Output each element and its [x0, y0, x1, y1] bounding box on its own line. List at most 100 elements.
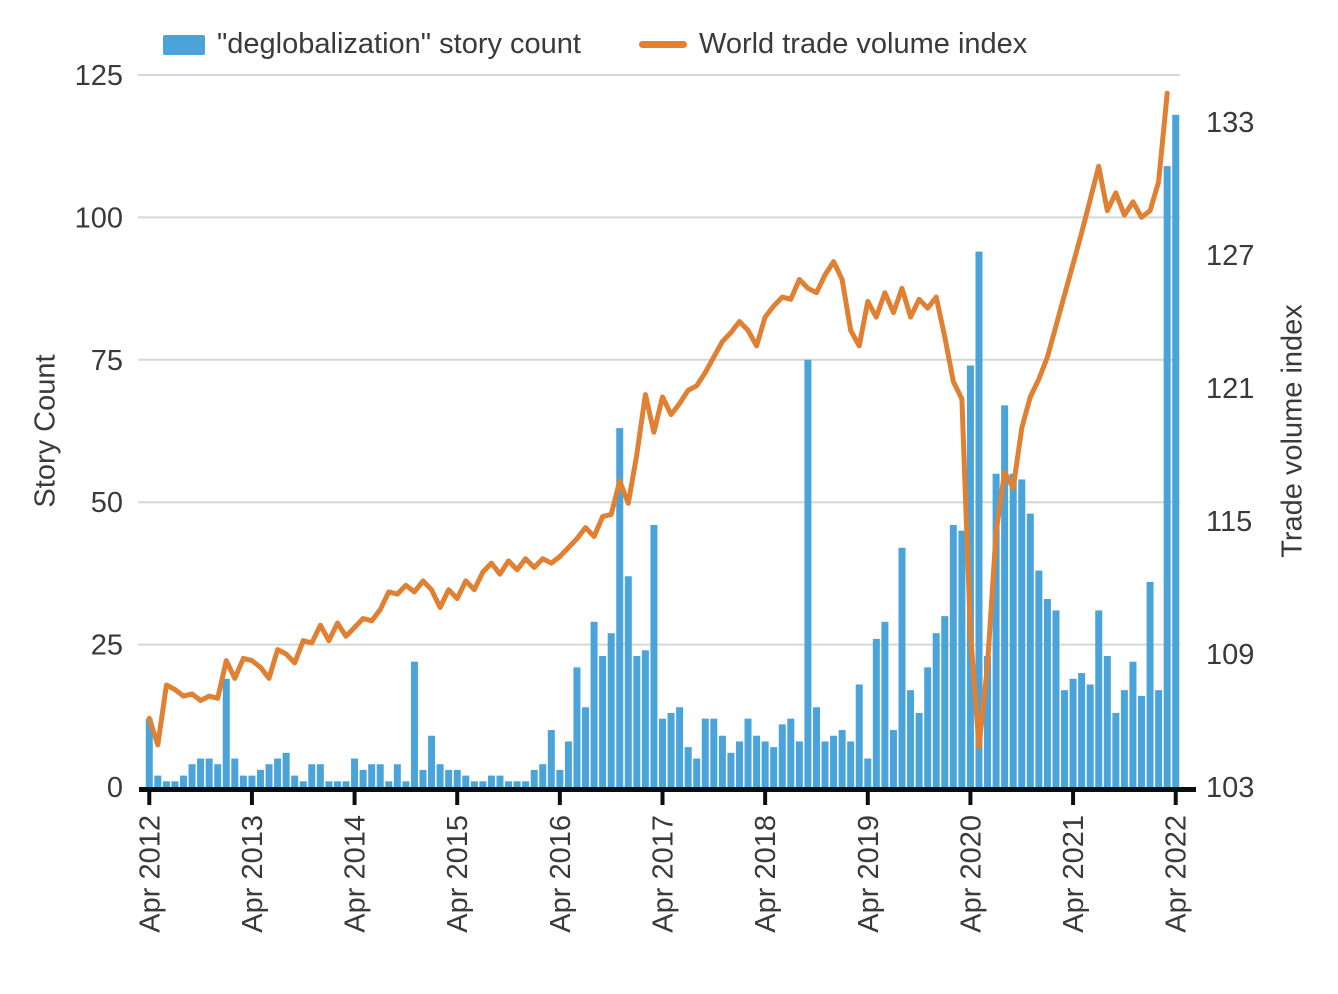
story-count-bar [744, 718, 752, 787]
right-tick-label: 127 [1206, 240, 1254, 272]
x-tick-label: Apr 2012 [134, 815, 166, 933]
x-tick-label: Apr 2014 [340, 815, 372, 933]
story-count-bar [573, 667, 581, 787]
x-tick-label: Apr 2019 [853, 815, 885, 933]
story-count-bar [582, 707, 590, 787]
story-count-bar [428, 735, 436, 787]
story-count-bar [154, 775, 162, 787]
story-count-bar [1163, 166, 1171, 788]
story-count-bar [291, 775, 299, 787]
story-count-bar [1043, 599, 1051, 787]
story-count-bar [992, 473, 1000, 787]
story-count-bar [197, 758, 205, 787]
story-count-bar [145, 718, 153, 787]
story-count-bar [830, 735, 838, 787]
right-axis-title: Trade volume index [1276, 304, 1309, 558]
story-count-bar [624, 576, 632, 787]
story-count-bar [753, 735, 761, 787]
story-count-bar [530, 769, 538, 787]
story-count-bar [787, 718, 795, 787]
story-count-bar [864, 758, 872, 787]
x-tick-label: Apr 2015 [442, 815, 474, 933]
story-count-bar [778, 724, 786, 787]
story-count-bar [487, 775, 495, 787]
legend-item-trade-volume: World trade volume index [638, 28, 1028, 61]
x-tick-label: Apr 2013 [237, 815, 269, 933]
legend: "deglobalization" story count World trad… [163, 28, 1027, 61]
story-count-bar [325, 781, 333, 787]
story-count-bar [453, 769, 461, 787]
story-count-bar [633, 655, 641, 787]
x-axis-tick [968, 792, 973, 805]
left-tick-label: 25 [91, 630, 123, 662]
story-count-bar [231, 758, 239, 787]
story-count-bar [1095, 610, 1103, 787]
story-count-bar [599, 655, 607, 787]
x-axis-tick [1071, 792, 1076, 805]
story-count-bar [1009, 473, 1017, 787]
story-count-bar [205, 758, 213, 787]
story-count-bar [838, 730, 846, 787]
story-count-bar [359, 769, 367, 787]
story-count-bar [547, 730, 555, 787]
story-count-bar [855, 684, 863, 787]
story-count-bar [351, 758, 359, 787]
bar-series-swatch [163, 34, 205, 55]
story-count-bar [949, 524, 957, 787]
story-count-bar [274, 758, 282, 787]
story-count-bar [1078, 673, 1086, 787]
x-axis-tick [455, 792, 460, 805]
left-tick-label: 50 [91, 487, 123, 519]
story-count-bar [924, 667, 932, 787]
story-count-bar [256, 769, 264, 787]
x-axis-tick [865, 792, 870, 805]
story-count-bar [932, 633, 940, 787]
story-count-bar [436, 764, 444, 787]
story-count-bar [419, 769, 427, 787]
story-count-bar [821, 741, 829, 787]
right-tick-label: 115 [1206, 506, 1252, 538]
story-count-bar [770, 747, 778, 787]
legend-bars-label: "deglobalization" story count [217, 28, 581, 60]
story-count-bar [171, 781, 179, 787]
right-tick-label: 121 [1206, 373, 1254, 405]
story-count-bar [556, 769, 564, 787]
story-count-bar [564, 741, 572, 787]
story-count-bar [1061, 690, 1069, 787]
story-count-bar [881, 621, 889, 787]
x-axis-tick [147, 792, 152, 805]
story-count-bar [1146, 581, 1154, 787]
story-count-bar [735, 741, 743, 787]
x-tick-label: Apr 2020 [955, 815, 987, 933]
x-tick-label: Apr 2018 [750, 815, 782, 933]
story-count-bar [1138, 695, 1146, 787]
story-count-bar [188, 764, 196, 787]
story-count-bar [239, 775, 247, 787]
story-count-bar [393, 764, 401, 787]
story-count-bar [402, 781, 410, 787]
story-count-bar [299, 781, 307, 787]
story-count-bar [889, 730, 897, 787]
x-tick-label: Apr 2022 [1161, 815, 1193, 933]
story-count-bar [795, 741, 803, 787]
story-count-bar [718, 735, 726, 787]
story-count-bar [1120, 690, 1128, 787]
left-tick-label: 100 [75, 202, 123, 234]
x-axis-line [139, 787, 1196, 792]
story-count-bar [958, 530, 966, 787]
story-count-bar [941, 616, 949, 787]
story-count-bar [872, 638, 880, 787]
story-count-bar [701, 718, 709, 787]
story-count-bar [804, 359, 812, 787]
story-count-bar [316, 764, 324, 787]
story-count-bar [179, 775, 187, 787]
story-count-bar [616, 428, 624, 787]
x-tick-label: Apr 2016 [545, 815, 577, 933]
story-count-bar [505, 781, 513, 787]
story-count-bar [641, 650, 649, 787]
x-axis-tick [660, 792, 665, 805]
story-count-bar [385, 781, 393, 787]
legend-line-label: World trade volume index [698, 28, 1028, 60]
left-tick-label: 125 [75, 60, 123, 92]
